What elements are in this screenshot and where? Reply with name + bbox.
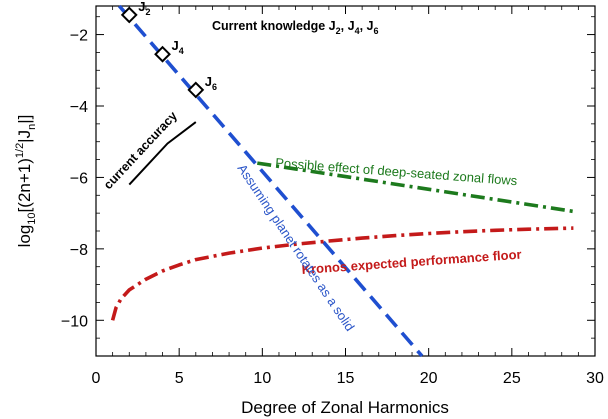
marker-label-j4: J4 — [172, 38, 184, 56]
annotation-kronos: Kronos expected performance floor — [301, 247, 522, 277]
marker-label-j6: J6 — [205, 74, 217, 92]
x-tick-label: 10 — [253, 370, 271, 387]
y-tick-label: −10 — [61, 313, 88, 330]
x-tick-label: 30 — [586, 370, 604, 387]
plot-frame — [95, 5, 596, 357]
y-tick-label: −8 — [70, 242, 88, 259]
y-tick-label: −4 — [70, 99, 88, 116]
marker-j4 — [154, 45, 171, 63]
annotation-current-knowledge: Current knowledge J2, J4, J6 — [212, 19, 379, 36]
annotation-solid-rotation: Assuming planet rotates as a solid — [235, 161, 358, 334]
series-group — [110, 4, 574, 358]
annotation-current-accuracy: current accuracy — [101, 109, 180, 192]
x-tick-label: 25 — [503, 370, 521, 387]
x-tick-label: 0 — [92, 370, 101, 387]
series-kronos-floor — [110, 226, 574, 321]
y-axis-title: log10[(2n+1)1/2|Jn|] — [14, 115, 38, 248]
x-tick-label: 15 — [337, 370, 355, 387]
marker-group: J2 J4 J6 — [120, 0, 217, 99]
y-tick-label: −2 — [70, 28, 88, 45]
x-tick-label: 5 — [175, 370, 184, 387]
series-solid-rotation — [117, 4, 424, 358]
y-tick-label: −6 — [70, 170, 88, 187]
marker-label-j2: J2 — [138, 0, 150, 17]
x-tick-label: 20 — [420, 370, 438, 387]
series-current-accuracy — [128, 121, 197, 186]
axis-ticks: 0 5 10 15 20 25 30 −10 −8 −6 −4 −2 — [61, 6, 604, 387]
marker-j6 — [187, 81, 205, 99]
marker-j2 — [120, 6, 138, 24]
x-axis-title: Degree of Zonal Harmonics — [241, 398, 449, 417]
